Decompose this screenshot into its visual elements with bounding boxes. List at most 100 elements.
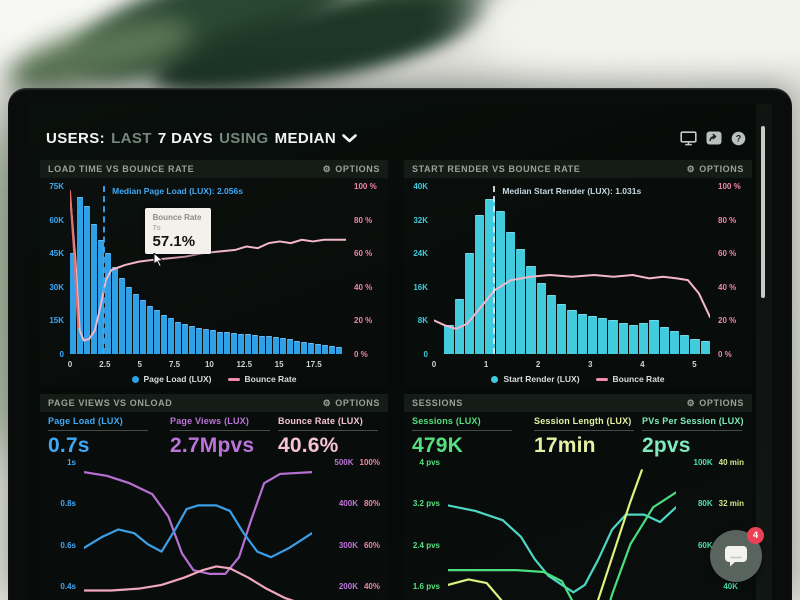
dashboard-screen: USERS: LAST 7 DAYS USING MEDIAN ? xyxy=(28,104,772,600)
x-axis-label: 2 xyxy=(535,360,541,369)
y-axis-label: 30K xyxy=(49,282,64,292)
tooltip-x-value: 7s xyxy=(152,222,161,232)
y-axis-label-pair: 500K 100% xyxy=(334,458,380,467)
histogram-bar xyxy=(516,249,526,354)
legend-marker xyxy=(131,375,139,383)
histogram-bar xyxy=(259,336,265,354)
y-axis-right: 500K 100% 400K 80% 300K 60% 200K 40% xyxy=(316,458,380,600)
chat-bubble-icon xyxy=(725,546,747,567)
histogram-bar xyxy=(680,335,690,354)
svg-text:?: ? xyxy=(736,133,742,143)
options-button[interactable]: ⚙ OPTIONS xyxy=(322,163,380,175)
legend-label: Bounce Rate xyxy=(244,374,297,384)
stat-label: Page Load (LUX) xyxy=(48,416,124,426)
panel-header: PAGE VIEWS VS ONLOAD ⚙ OPTIONS xyxy=(40,394,388,412)
histogram-bar xyxy=(322,345,328,354)
header-users: USERS: xyxy=(46,129,106,147)
line-chart: 1s 0.8s 0.6s 0.4s 500K 100% 400K 80% 300K 60% 200… xyxy=(48,458,380,600)
y-axis-label: 60K xyxy=(49,215,64,225)
y-axis-label: 100% xyxy=(359,458,380,467)
histogram-bar xyxy=(546,295,557,354)
stat: Page Load (LUX) 0.7s xyxy=(48,416,170,458)
stat-label: Sessions (LUX) xyxy=(412,416,481,426)
histogram-bar xyxy=(618,322,628,354)
y-axis-label: 40 % xyxy=(354,282,373,292)
y-axis-left: 4 pvs 3.2 pvs 2.4 pvs 1.6 pvs xyxy=(412,458,442,600)
legend-marker xyxy=(491,375,499,383)
histogram-bar xyxy=(105,253,111,354)
x-axis-label: 5 xyxy=(692,360,697,369)
stat-divider xyxy=(48,430,148,431)
x-axis-label: 12.5 xyxy=(236,360,253,369)
plot-area xyxy=(84,461,312,600)
chat-widget-button[interactable]: 4 xyxy=(710,527,764,582)
stat-label: Session Length (LUX) xyxy=(534,416,632,426)
histogram-bar xyxy=(464,253,475,354)
panel-title: START RENDER VS BOUNCE RATE xyxy=(412,164,581,174)
histogram-bar xyxy=(161,314,167,354)
chevron-down-icon xyxy=(342,133,357,142)
histogram-bar xyxy=(557,303,567,354)
help-icon: ? xyxy=(731,131,746,145)
panel-page-views-vs-onload: PAGE VIEWS VS ONLOAD ⚙ OPTIONS Page Load … xyxy=(40,394,388,600)
histogram-bar xyxy=(649,320,659,354)
panel-title: PAGE VIEWS VS ONLOAD xyxy=(48,398,173,408)
histogram-bar xyxy=(294,340,300,354)
y-axis-label: 15K xyxy=(49,316,64,326)
x-axis-label: 0 xyxy=(67,360,73,369)
options-button[interactable]: ⚙ OPTIONS xyxy=(686,397,744,409)
y-axis-label: 45K xyxy=(49,249,64,259)
stat-divider xyxy=(412,430,512,431)
scrollbar-track xyxy=(756,104,772,600)
y-axis-label: 0.6s xyxy=(60,540,76,550)
report-scope-dropdown[interactable]: USERS: LAST 7 DAYS USING MEDIAN xyxy=(46,130,357,147)
tooltip: Bounce Rate 7s 57.1% xyxy=(144,207,211,267)
histogram-bar xyxy=(280,338,286,354)
histogram-bar xyxy=(77,197,83,354)
legend-item: Page Load (LUX) xyxy=(131,374,212,384)
histogram-bar xyxy=(598,318,608,354)
options-button[interactable]: ⚙ OPTIONS xyxy=(322,397,380,409)
x-axis-label: 15 xyxy=(274,360,284,369)
bounce-rate-line xyxy=(434,186,710,354)
scrollbar-thumb[interactable] xyxy=(761,126,765,298)
y-axis-label: 80% xyxy=(363,499,380,509)
stat: Session Length (LUX) 17min xyxy=(534,416,642,458)
histogram-bar xyxy=(526,265,536,354)
panel-sessions: SESSIONS ⚙ OPTIONS Sessions (LUX) 479K Sess… xyxy=(404,394,752,600)
histogram-bar xyxy=(301,341,307,354)
legend-label: Page Load (LUX) xyxy=(143,374,212,384)
histogram-bar xyxy=(495,211,505,354)
notification-badge: 4 xyxy=(747,527,764,544)
stat-label: PVs Per Session (LUX) xyxy=(642,416,744,426)
mouse-cursor xyxy=(153,252,164,267)
y-axis-label: 8K xyxy=(417,316,428,326)
stat-row: Page Load (LUX) 0.7s Page Views (LUX) 2.7Mp… xyxy=(48,416,380,458)
share-icon xyxy=(706,131,722,145)
header-using: USING xyxy=(219,129,269,147)
x-axis-label: 5 xyxy=(137,360,142,369)
options-button[interactable]: ⚙ OPTIONS xyxy=(686,163,744,175)
histogram-bar xyxy=(84,206,90,354)
y-axis-label: 1.6 pvs xyxy=(412,582,440,592)
y-axis-label: 500K xyxy=(334,458,354,467)
x-axis-label: 3 xyxy=(587,360,593,369)
bars xyxy=(70,186,346,354)
y-axis-label-pair: 80K 32 min xyxy=(698,499,744,508)
histogram-bar xyxy=(189,326,195,354)
help-button[interactable]: ? xyxy=(731,131,746,146)
histogram-bar xyxy=(154,310,160,354)
y-axis-label: 0 % xyxy=(354,349,368,359)
y-axis-label: 0 % xyxy=(718,349,732,359)
display-button[interactable] xyxy=(680,130,697,146)
gear-icon: ⚙ xyxy=(686,397,696,408)
stat-label: Page Views (LUX) xyxy=(170,416,250,426)
series-lines xyxy=(84,461,312,600)
stat-divider xyxy=(170,430,270,431)
histogram-bar xyxy=(98,239,104,354)
y-axis-label: 40% xyxy=(363,582,380,592)
share-button[interactable] xyxy=(706,131,722,145)
y-axis-label: 0.8s xyxy=(60,499,76,509)
y-axis-left: 40K 32K 24K 16K 8K 0 xyxy=(404,182,430,359)
